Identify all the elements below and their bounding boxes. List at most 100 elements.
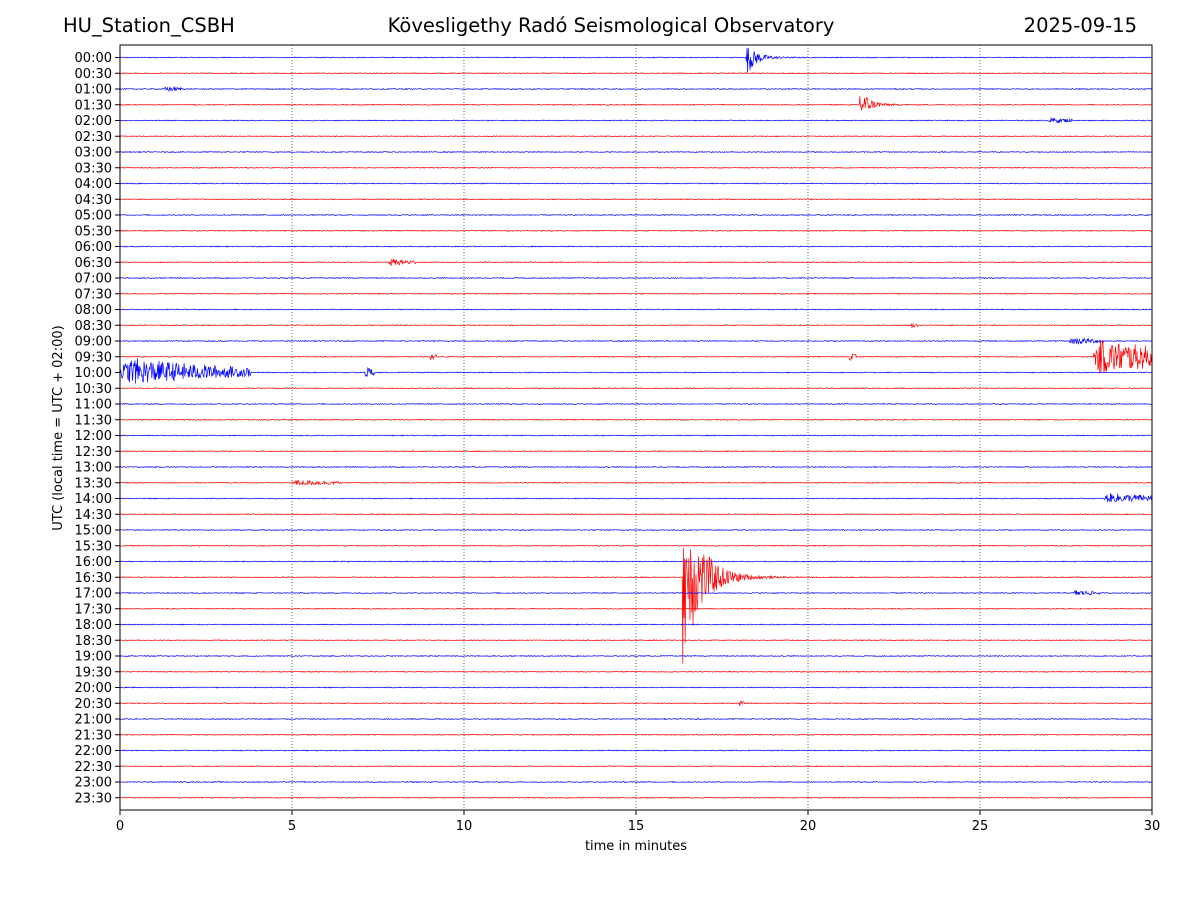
trace-row-1030 (119, 387, 1152, 390)
trace-row-2100 (119, 717, 1152, 721)
x-tick-label: 30 (1144, 819, 1161, 834)
x-tick-label: 10 (456, 819, 473, 834)
y-tick-label: 00:30 (75, 67, 112, 82)
trace-row-1930 (119, 670, 1152, 673)
trace-row-0230 (119, 135, 1152, 138)
y-tick-label: 06:30 (75, 256, 112, 271)
y-tick-label: 14:00 (75, 492, 112, 507)
y-tick-label: 02:00 (75, 114, 112, 129)
trace-row-0730 (119, 292, 1152, 295)
trace-row-0600 (119, 245, 1152, 248)
trace-row-1000 (119, 358, 1152, 384)
trace-row-0300 (119, 150, 1152, 154)
y-tick-label: 13:00 (75, 461, 112, 476)
trace-row-1730 (119, 607, 1152, 610)
x-axis-label: time in minutes (585, 839, 687, 854)
trace-row-1500 (119, 528, 1152, 532)
trace-row-0700 (119, 276, 1152, 280)
y-tick-label: 03:30 (75, 161, 112, 176)
y-tick-label: 04:00 (75, 177, 112, 192)
trace-row-0400 (119, 182, 1152, 185)
trace-row-1100 (119, 402, 1152, 406)
y-tick-label: 10:00 (75, 366, 112, 381)
y-tick-label: 05:30 (75, 224, 112, 239)
trace-row-2300 (119, 780, 1152, 784)
trace-row-1700 (119, 589, 1152, 596)
trace-row-0630 (119, 258, 1152, 267)
y-tick-label: 19:30 (75, 665, 112, 680)
y-tick-label: 15:00 (75, 524, 112, 539)
y-tick-label: 02:30 (75, 130, 112, 145)
x-tick-label: 20 (800, 819, 817, 834)
trace-row-2130 (119, 733, 1152, 736)
y-axis-ticks: 00:0000:3001:0001:3002:0002:3003:0003:30… (75, 51, 120, 806)
trace-row-2200 (119, 749, 1152, 752)
vertical-gridlines (291, 45, 981, 810)
y-tick-label: 04:30 (75, 193, 112, 208)
x-tick-label: 5 (288, 819, 296, 834)
y-tick-label: 14:30 (75, 508, 112, 523)
trace-row-0200 (119, 117, 1152, 124)
trace-row-0500 (119, 213, 1152, 217)
y-tick-label: 15:30 (75, 539, 112, 554)
y-tick-label: 23:00 (75, 776, 112, 791)
y-tick-label: 19:00 (75, 650, 112, 665)
trace-row-2330 (119, 796, 1152, 799)
y-tick-label: 13:30 (75, 476, 112, 491)
y-tick-label: 17:30 (75, 602, 112, 617)
y-tick-label: 20:00 (75, 681, 112, 696)
y-tick-label: 11:00 (75, 398, 112, 413)
y-tick-label: 21:00 (75, 713, 112, 728)
trace-row-0100 (119, 85, 1152, 92)
y-tick-label: 16:00 (75, 555, 112, 570)
trace-row-0900 (119, 337, 1152, 346)
trace-row-0800 (119, 308, 1152, 311)
y-tick-label: 21:30 (75, 728, 112, 743)
trace-row-1830 (119, 639, 1152, 642)
trace-row-0430 (119, 198, 1152, 201)
y-tick-label: 20:30 (75, 697, 112, 712)
y-tick-label: 17:00 (75, 587, 112, 602)
y-tick-label: 18:30 (75, 634, 112, 649)
trace-row-1300 (119, 465, 1152, 469)
trace-row-2230 (119, 765, 1152, 768)
station-name: HU_Station_CSBH (63, 14, 235, 37)
x-tick-label: 25 (972, 819, 989, 834)
y-tick-label: 12:00 (75, 429, 112, 444)
y-tick-label: 06:00 (75, 240, 112, 255)
y-tick-label: 07:00 (75, 272, 112, 287)
y-tick-label: 05:00 (75, 209, 112, 224)
y-tick-label: 12:30 (75, 445, 112, 460)
y-tick-label: 03:00 (75, 146, 112, 161)
trace-row-0330 (119, 166, 1152, 169)
trace-row-0130 (119, 96, 1152, 111)
y-tick-label: 09:30 (75, 350, 112, 365)
y-tick-label: 23:30 (75, 791, 112, 806)
y-axis-label: UTC (local time = UTC + 02:00) (51, 325, 66, 530)
y-tick-label: 08:00 (75, 303, 112, 318)
y-tick-label: 09:00 (75, 335, 112, 350)
y-tick-label: 01:30 (75, 98, 112, 113)
trace-row-0830 (119, 322, 1152, 329)
y-tick-label: 00:00 (75, 51, 112, 66)
y-tick-label: 18:00 (75, 618, 112, 633)
trace-row-1630 (119, 547, 1152, 664)
trace-row-1800 (119, 623, 1152, 626)
trace-row-1330 (119, 479, 1152, 487)
trace-row-2030 (119, 700, 1152, 707)
trace-row-1200 (119, 434, 1152, 437)
x-axis-ticks: 0 5 10 15 20 25 30 (116, 810, 1160, 834)
trace-row-1430 (119, 513, 1152, 516)
trace-row-1600 (119, 560, 1152, 563)
y-tick-label: 08:30 (75, 319, 112, 334)
trace-row-0930 (119, 340, 1152, 374)
trace-row-1530 (119, 544, 1152, 547)
trace-row-1230 (119, 450, 1152, 453)
y-tick-label: 01:00 (75, 83, 112, 98)
y-tick-label: 11:30 (75, 413, 112, 428)
chart-date: 2025-09-15 (1023, 14, 1137, 37)
x-tick-label: 0 (116, 819, 124, 834)
y-tick-label: 22:00 (75, 744, 112, 759)
trace-row-1900 (119, 654, 1152, 658)
